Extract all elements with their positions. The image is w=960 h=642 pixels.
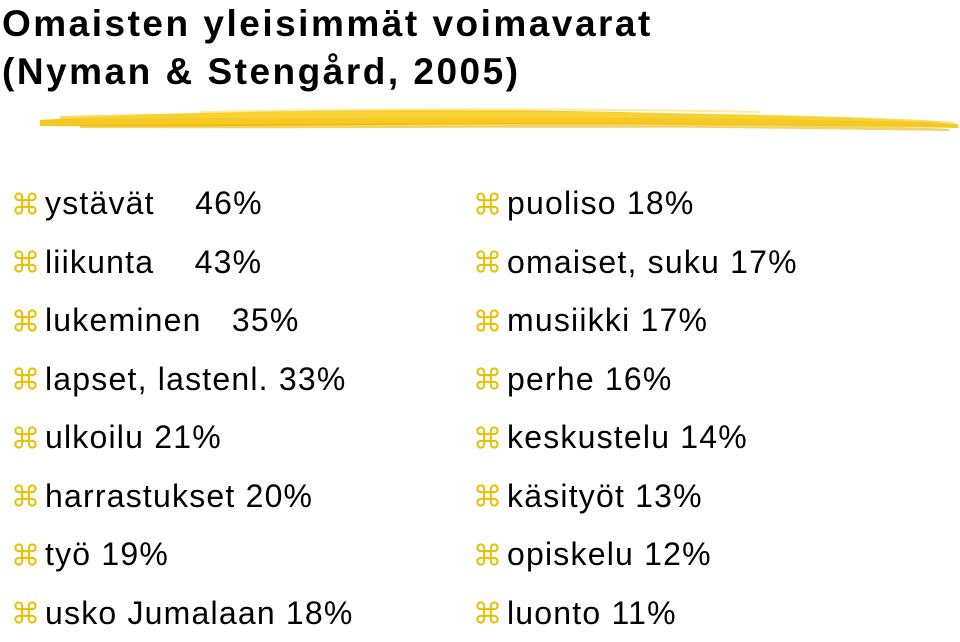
command-key-icon — [474, 365, 501, 392]
command-key-icon — [474, 307, 501, 334]
strengths-list-left: ystävät 46% liikunta 43% lukeminen 35% l… — [12, 174, 354, 642]
command-key-icon — [474, 541, 501, 568]
command-key-icon — [12, 307, 39, 334]
list-item-label: ystävät 46% — [45, 183, 263, 223]
title-brush-underline — [0, 98, 960, 142]
command-key-icon — [474, 190, 501, 217]
list-item: työ 19% — [12, 525, 354, 584]
list-item-label: keskustelu 14% — [507, 417, 748, 457]
list-item-label: lukeminen 35% — [45, 300, 300, 340]
command-key-icon — [12, 424, 39, 451]
list-item: käsityöt 13% — [474, 467, 798, 526]
list-item: luonto 11% — [474, 584, 798, 642]
command-key-icon — [474, 599, 501, 626]
list-item: usko Jumalaan 18% — [12, 584, 354, 642]
list-item-label: lapset, lastenl. 33% — [45, 359, 347, 399]
slide-title-line-2: (Nyman & Stengård, 2005) — [2, 48, 653, 96]
command-key-icon — [12, 541, 39, 568]
slide-title-line-1: Omaisten yleisimmät voimavarat — [2, 0, 653, 48]
list-item-label: harrastukset 20% — [45, 476, 313, 516]
list-item-label: perhe 16% — [507, 359, 673, 399]
command-key-icon — [12, 365, 39, 392]
list-item-label: ulkoilu 21% — [45, 417, 222, 457]
list-item-label: käsityöt 13% — [507, 476, 703, 516]
list-item-label: omaiset, suku 17% — [507, 242, 798, 282]
list-item-label: usko Jumalaan 18% — [45, 593, 354, 633]
list-item: liikunta 43% — [12, 233, 354, 292]
list-item: opiskelu 12% — [474, 525, 798, 584]
list-item-label: musiikki 17% — [507, 300, 708, 340]
list-item: lapset, lastenl. 33% — [12, 350, 354, 409]
command-key-icon — [12, 190, 39, 217]
list-item: ystävät 46% — [12, 174, 354, 233]
strengths-list-right: puoliso 18% omaiset, suku 17% musiikki 1… — [474, 174, 798, 642]
list-item-label: puoliso 18% — [507, 183, 695, 223]
list-item-label: liikunta 43% — [45, 242, 262, 282]
command-key-icon — [474, 482, 501, 509]
command-key-icon — [474, 424, 501, 451]
slide-title: Omaisten yleisimmät voimavarat (Nyman & … — [2, 0, 653, 96]
command-key-icon — [12, 482, 39, 509]
list-item-label: opiskelu 12% — [507, 534, 712, 574]
command-key-icon — [12, 599, 39, 626]
list-item: musiikki 17% — [474, 291, 798, 350]
list-item: perhe 16% — [474, 350, 798, 409]
command-key-icon — [474, 248, 501, 275]
list-item: harrastukset 20% — [12, 467, 354, 526]
list-item: ulkoilu 21% — [12, 408, 354, 467]
list-item-label: työ 19% — [45, 534, 169, 574]
command-key-icon — [12, 248, 39, 275]
list-item: omaiset, suku 17% — [474, 233, 798, 292]
list-item: lukeminen 35% — [12, 291, 354, 350]
list-item: keskustelu 14% — [474, 408, 798, 467]
list-item: puoliso 18% — [474, 174, 798, 233]
list-item-label: luonto 11% — [507, 593, 677, 633]
